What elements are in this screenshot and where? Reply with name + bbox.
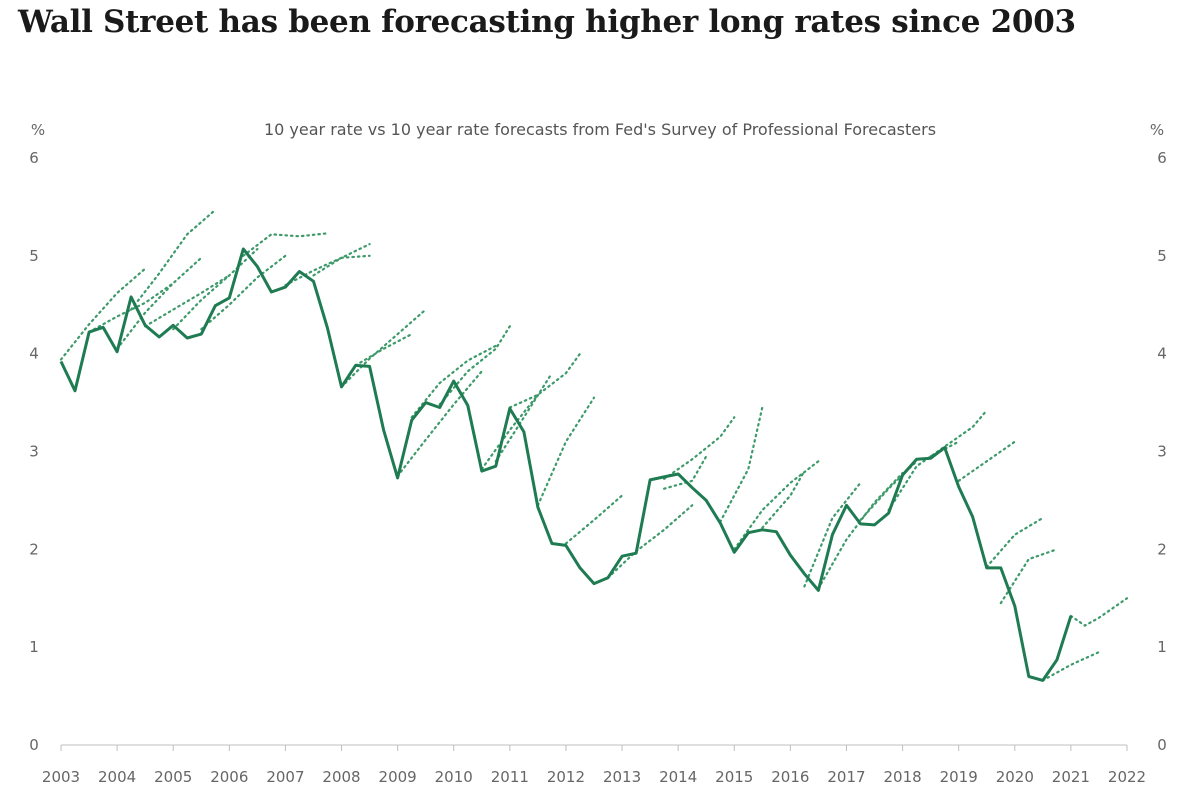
x-tick-label: 2020 xyxy=(996,768,1034,786)
forecast-line xyxy=(59,267,147,361)
forecast-line xyxy=(508,352,582,409)
x-tick-label: 2011 xyxy=(491,768,529,786)
y-tick-label-right: 3 xyxy=(1157,443,1167,461)
forecast-line xyxy=(999,548,1059,605)
x-tick-label: 2008 xyxy=(322,768,360,786)
forecast-line xyxy=(957,440,1016,482)
y-ticks-left: 0 1 2 3 4 5 6 xyxy=(29,149,39,754)
headline: Wall Street has been forecasting higher … xyxy=(18,4,1076,40)
x-tick-label: 2009 xyxy=(379,768,417,786)
x-tick-label: 2014 xyxy=(659,768,697,786)
y-tick-label-right: 1 xyxy=(1157,638,1167,656)
x-tick-label: 2021 xyxy=(1052,768,1090,786)
forecast-line xyxy=(340,308,427,388)
forecast-line xyxy=(200,254,287,331)
y-tick-label-left: 6 xyxy=(29,149,39,167)
x-tick-label: 2010 xyxy=(435,768,473,786)
forecast-line xyxy=(354,333,413,367)
x-tick-label: 2022 xyxy=(1108,768,1146,786)
x-tick-label: 2006 xyxy=(210,768,248,786)
forecast-line xyxy=(803,481,862,588)
y-tick-label-left: 4 xyxy=(29,345,39,363)
forecast-line xyxy=(662,455,708,490)
forecast-line xyxy=(733,460,820,551)
forecast-line xyxy=(242,232,329,257)
forecast-line xyxy=(564,494,624,545)
forecast-line xyxy=(396,370,483,478)
x-ticks: 2003 2004 2005 2006 2007 2008 2009 2010 2011 2012… xyxy=(42,745,1146,786)
y-tick-label-left: 1 xyxy=(29,638,39,656)
forecast-line xyxy=(1069,597,1129,627)
forecast-lines xyxy=(59,208,1129,682)
forecast-line xyxy=(115,256,203,350)
forecast-line xyxy=(480,393,540,471)
forecast-line xyxy=(1041,650,1101,682)
chart-subtitle: 10 year rate vs 10 year rate forecasts f… xyxy=(264,120,936,139)
x-tick-label: 2017 xyxy=(827,768,865,786)
y-tick-label-right: 4 xyxy=(1157,345,1167,363)
x-tick-label: 2005 xyxy=(154,768,192,786)
forecast-line xyxy=(887,409,988,512)
x-tick-label: 2012 xyxy=(547,768,585,786)
forecast-line xyxy=(536,396,596,507)
x-tick-label: 2013 xyxy=(603,768,641,786)
forecast-line xyxy=(284,243,371,287)
y-axis-unit-right: % xyxy=(1150,121,1164,139)
forecast-line xyxy=(312,254,371,277)
x-tick-label: 2019 xyxy=(940,768,978,786)
x-tick-label: 2003 xyxy=(42,768,80,786)
forecast-line xyxy=(144,274,231,328)
actual-line xyxy=(59,247,1073,682)
y-tick-label-right: 0 xyxy=(1157,736,1167,754)
forecast-line xyxy=(438,325,511,406)
y-tick-label-right: 5 xyxy=(1157,247,1167,265)
forecast-line xyxy=(87,282,175,334)
forecast-line xyxy=(719,406,764,524)
x-tick-label: 2015 xyxy=(715,768,753,786)
forecast-line xyxy=(494,372,554,463)
y-tick-label-left: 0 xyxy=(29,736,39,754)
forecast-line xyxy=(410,344,497,419)
forecast-line xyxy=(817,471,904,590)
x-tick-label: 2016 xyxy=(771,768,809,786)
x-tick-label: 2018 xyxy=(883,768,921,786)
x-tick-label: 2004 xyxy=(98,768,136,786)
y-axis-unit-left: % xyxy=(31,121,45,139)
y-tick-label-left: 5 xyxy=(29,247,39,265)
forecast-line xyxy=(606,504,694,579)
forecast-line xyxy=(130,208,217,311)
y-tick-label-left: 2 xyxy=(29,540,39,558)
y-ticks-right: 0 1 2 3 4 5 6 xyxy=(1157,149,1167,754)
forecast-line xyxy=(761,470,806,529)
y-tick-label-right: 2 xyxy=(1157,540,1167,558)
x-tick-label: 2007 xyxy=(266,768,304,786)
forecast-line xyxy=(662,416,736,480)
y-tick-label-right: 6 xyxy=(1157,149,1167,167)
actual-rate-line xyxy=(59,247,1073,682)
forecast-line xyxy=(985,516,1044,569)
y-tick-label-left: 3 xyxy=(29,443,39,461)
